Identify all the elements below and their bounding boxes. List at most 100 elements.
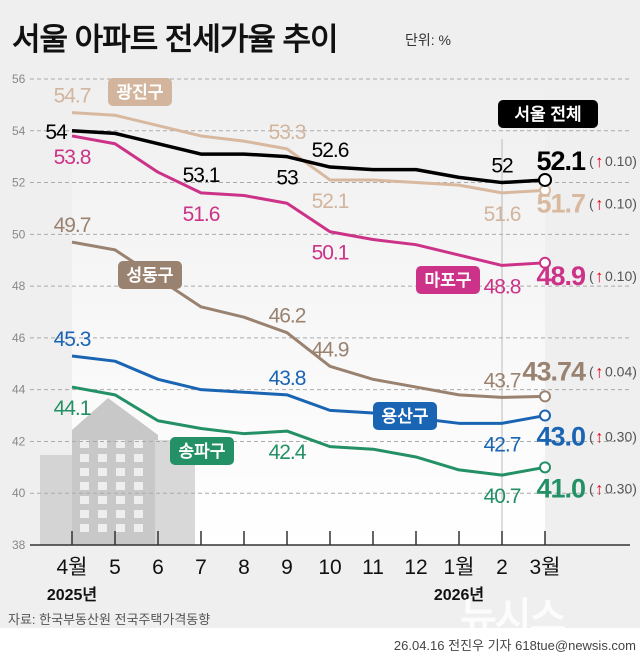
final-value-label: 51.7: [536, 188, 585, 218]
x-tick-label: 2: [496, 556, 508, 579]
data-label: 52: [491, 155, 513, 178]
change-value: 0.30): [605, 429, 637, 445]
x-tick-label: 8: [238, 556, 250, 579]
y-tick-label: 54: [12, 124, 26, 138]
building-window: [80, 510, 89, 518]
building-window: [98, 440, 107, 448]
building-icon: [40, 455, 75, 545]
x-tick-label: 1월: [444, 556, 475, 579]
data-label: 50.1: [312, 242, 349, 265]
data-label: 42.4: [269, 441, 307, 464]
building-icon: [72, 398, 158, 545]
final-value-label: 52.1: [536, 146, 586, 176]
x-tick-label: 3월: [530, 556, 561, 579]
building-window: [116, 468, 125, 476]
x-tick-label: 12: [404, 556, 427, 579]
arrow-up-icon: ↑: [595, 194, 604, 213]
building-window: [98, 496, 107, 504]
building-window: [116, 496, 125, 504]
arrow-up-icon: ↑: [595, 267, 604, 286]
data-label: 54: [45, 121, 68, 144]
building-window: [80, 496, 89, 504]
building-window: [134, 454, 143, 462]
building-window: [134, 510, 143, 518]
data-label: 53: [276, 167, 298, 190]
change-value: 0.10): [605, 195, 637, 211]
data-label: 49.7: [54, 214, 91, 237]
series-name-label: 마포구: [425, 271, 472, 290]
x-tick-label: 6: [152, 556, 164, 579]
x-tick-label: 7: [195, 556, 207, 579]
data-label: 44.1: [54, 397, 91, 420]
y-tick-label: 46: [12, 331, 26, 345]
data-label: 54.7: [54, 85, 91, 108]
source-note: 자료: 한국부동산원 전국주택가격동향: [8, 612, 211, 627]
newsis-logo: 뉴시스: [460, 596, 566, 640]
change-open-paren: (: [589, 363, 594, 379]
change-value: 0.30): [605, 480, 637, 496]
data-label: 53.1: [183, 164, 220, 187]
data-label: 52.6: [312, 139, 349, 162]
building-window: [134, 482, 143, 490]
y-tick-label: 40: [12, 486, 26, 500]
series-name-tag: [498, 100, 598, 128]
building-window: [98, 524, 107, 532]
series-name-tag: [118, 261, 182, 289]
x-tick-label: 5: [109, 556, 121, 579]
building-window: [98, 510, 107, 518]
building-window: [80, 468, 89, 476]
series-name-label: 광진구: [117, 83, 164, 102]
building-window: [98, 468, 107, 476]
series-name-label: 송파구: [179, 442, 226, 461]
final-value-label: 41.0: [536, 473, 585, 503]
building-window: [116, 440, 125, 448]
y-tick-label: 38: [12, 538, 26, 552]
x-tick-label: 11: [362, 556, 384, 579]
series-name-tag: [416, 266, 480, 294]
x-tick-label: 10: [318, 556, 341, 579]
building-window: [116, 510, 125, 518]
data-label: 43.8: [269, 367, 306, 390]
series-name-label: 성동구: [127, 266, 174, 285]
data-label: 45.3: [54, 328, 91, 351]
series-name-tag: [170, 437, 234, 465]
final-value-label: 48.9: [536, 261, 586, 291]
arrow-up-icon: ↑: [595, 152, 604, 171]
building-window: [80, 454, 89, 462]
change-open-paren: (: [589, 480, 594, 496]
change-value: 0.10): [605, 153, 637, 169]
change-open-paren: (: [589, 153, 594, 169]
data-label: 51.6: [484, 203, 521, 226]
series-end-point: [538, 172, 552, 187]
final-value-label: 43.74: [522, 356, 586, 386]
arrow-up-icon: ↑: [595, 479, 604, 498]
series-name-tag: [373, 402, 437, 430]
page-title: 서울 아파트 전세가율 추이: [12, 22, 339, 57]
series-end-point: [539, 409, 551, 422]
building-window: [134, 440, 143, 448]
series-line: [71, 111, 546, 195]
change-open-paren: (: [589, 195, 594, 211]
building-window: [134, 468, 143, 476]
building-window: [98, 454, 107, 462]
series-line: [71, 354, 546, 425]
building-window: [134, 496, 143, 504]
series-name-label: 서울 전체: [514, 105, 581, 124]
building-window: [80, 440, 89, 448]
arrow-up-icon: ↑: [595, 362, 604, 381]
data-label: 44.9: [312, 338, 349, 361]
data-label: 51.6: [183, 203, 220, 226]
data-label: 52.1: [312, 190, 349, 213]
series-line: [71, 129, 546, 185]
building-window: [116, 524, 125, 532]
change-value: 0.04): [605, 363, 637, 379]
final-value-label: 43.0: [536, 422, 585, 452]
building-window: [98, 482, 107, 490]
arrow-up-icon: ↑: [595, 428, 604, 447]
credit-line: 26.04.16 전진우 기자 618tue@newsis.com: [393, 638, 636, 653]
unit-label: 단위: %: [405, 32, 451, 48]
series-name-label: 용산구: [382, 407, 429, 426]
y-tick-label: 48: [12, 279, 26, 293]
data-label: 40.7: [484, 485, 521, 508]
